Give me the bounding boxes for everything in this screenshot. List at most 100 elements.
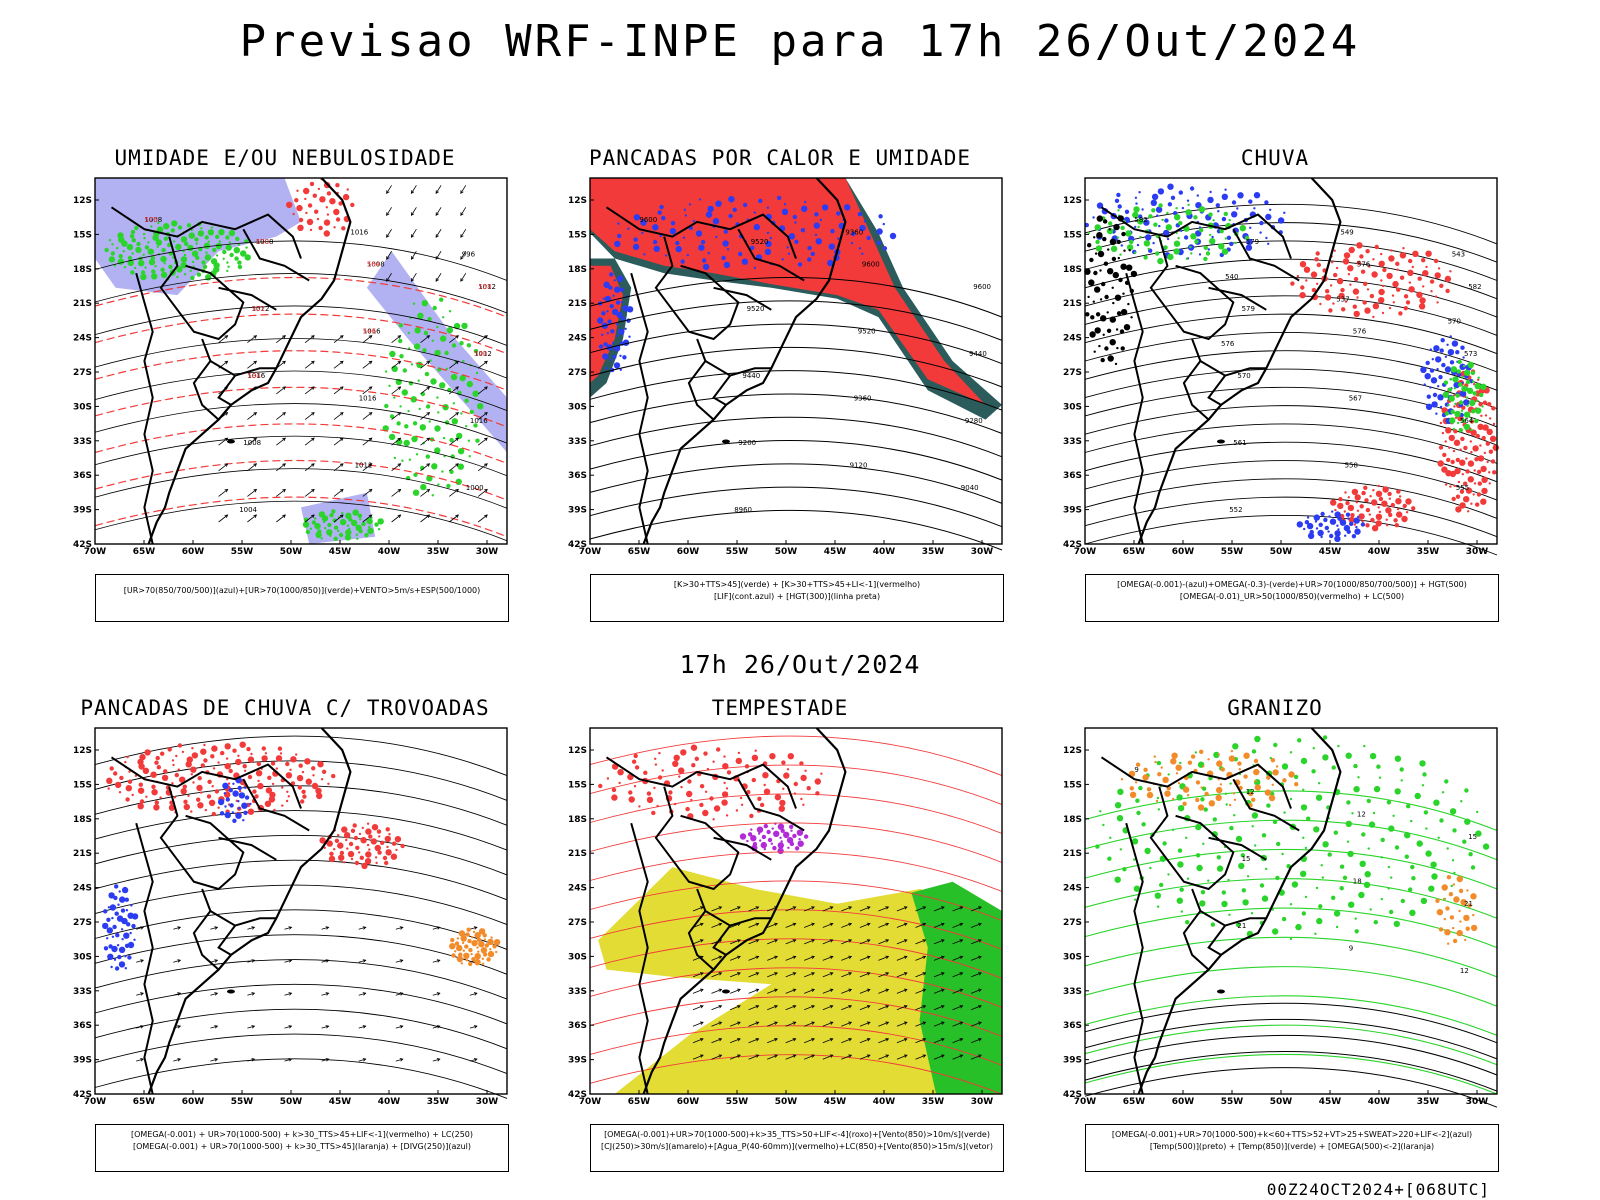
precip-dot [619, 368, 622, 371]
precip-dot [1096, 215, 1103, 222]
precip-dot [1303, 266, 1311, 273]
precip-dot [246, 746, 251, 752]
precip-dot [1138, 785, 1143, 791]
precip-dot [690, 744, 698, 751]
wind-arrowhead [214, 992, 219, 996]
wind-arrowhead [959, 1054, 964, 1058]
precip-dot [242, 819, 245, 822]
precip-dot [1456, 421, 1460, 425]
precip-dot [353, 835, 359, 841]
precip-dot [339, 518, 347, 526]
precip-dot [683, 208, 687, 211]
wind-arrowhead [426, 437, 431, 442]
country-border [1149, 786, 1235, 891]
wind-arrowhead [339, 488, 344, 493]
precip-dot [1377, 484, 1380, 488]
precip-dot [108, 892, 115, 899]
precip-dot [1114, 362, 1118, 366]
precip-dot [763, 783, 766, 787]
precip-dot [1238, 862, 1245, 870]
lon-tick-label: 45W [329, 547, 352, 557]
precip-dot [150, 771, 157, 778]
wind-arrowhead [177, 959, 182, 963]
precip-dot [388, 384, 391, 387]
wind-arrowhead [362, 1025, 367, 1029]
precip-dot [597, 317, 604, 324]
precip-dot [703, 751, 708, 756]
precip-dot [1261, 833, 1267, 838]
divergence-blue [102, 884, 139, 971]
precip-dot [1362, 300, 1367, 305]
wind-vector [247, 463, 257, 472]
wind-arrowhead [829, 939, 834, 943]
wind-vector [284, 992, 292, 996]
wind-arrowhead [885, 1021, 890, 1025]
precip-dot [337, 529, 340, 533]
wind-arrowhead [435, 278, 439, 282]
wind-vector [432, 926, 440, 930]
contour-label: 1008 [243, 439, 261, 447]
precip-dot [1463, 369, 1471, 376]
country-border [192, 338, 220, 421]
wind-arrowhead [978, 955, 982, 959]
precip-dot [232, 790, 239, 797]
wind-vector [692, 956, 704, 961]
precip-dot [384, 370, 388, 373]
wind-vector [386, 250, 392, 260]
precip-dot [442, 316, 445, 319]
precip-dot [111, 945, 118, 953]
precip-dot [102, 922, 109, 930]
lon-tick-label: 40W [1368, 1097, 1391, 1107]
precip-dot [195, 242, 198, 245]
precip-dot [114, 781, 122, 789]
precip-dot [614, 240, 621, 248]
wind-vector [362, 489, 373, 497]
wind-vector [896, 972, 908, 978]
precip-dot [175, 243, 182, 251]
precip-dot [810, 251, 815, 257]
precip-dot [1236, 207, 1239, 210]
precip-dot [237, 807, 241, 810]
precip-dot [1253, 192, 1261, 199]
precip-dot [1459, 489, 1465, 494]
wind-arrowhead [829, 1021, 834, 1025]
wind-vector [859, 906, 871, 912]
precip-dot [1430, 861, 1437, 868]
precip-dot [1265, 236, 1268, 240]
precip-dot [306, 218, 314, 226]
precip-dot [1102, 333, 1105, 336]
precip-dot [229, 803, 234, 808]
wind-vector [748, 1005, 759, 1011]
precip-dot [1487, 402, 1492, 407]
precip-dot [261, 746, 266, 751]
precip-dot [131, 793, 134, 797]
precip-dot [261, 755, 268, 762]
precip-dot [1425, 250, 1432, 257]
wind-vector [210, 1058, 218, 1062]
wind-vector [711, 923, 722, 928]
lat-tick-label: 27S [568, 918, 587, 928]
precip-dot [127, 255, 133, 261]
precip-dot [1103, 261, 1109, 266]
precip-dot [1295, 923, 1302, 931]
precip-dot [275, 767, 278, 770]
contour-label: 1016 [470, 417, 488, 425]
wind-arrowhead [774, 988, 778, 992]
precip-dot [1303, 527, 1306, 531]
lon-tick-label: 55W [1221, 547, 1244, 557]
precip-dot [211, 785, 214, 788]
lon-tick-label: 70W [579, 1097, 602, 1107]
wind-vector [785, 1038, 796, 1044]
precip-dot [1451, 340, 1459, 347]
precip-dot [1093, 270, 1098, 276]
precip-dot [1101, 281, 1106, 287]
contour-line [94, 909, 508, 950]
wind850-vectors [692, 906, 982, 1060]
precip-dot [617, 769, 624, 776]
precip-dot [121, 917, 128, 925]
precip-dot [1396, 287, 1401, 292]
precip-dot [1300, 285, 1305, 290]
precip-dot [664, 254, 668, 257]
precip-dot [305, 778, 312, 785]
contour-line [1084, 240, 1498, 281]
